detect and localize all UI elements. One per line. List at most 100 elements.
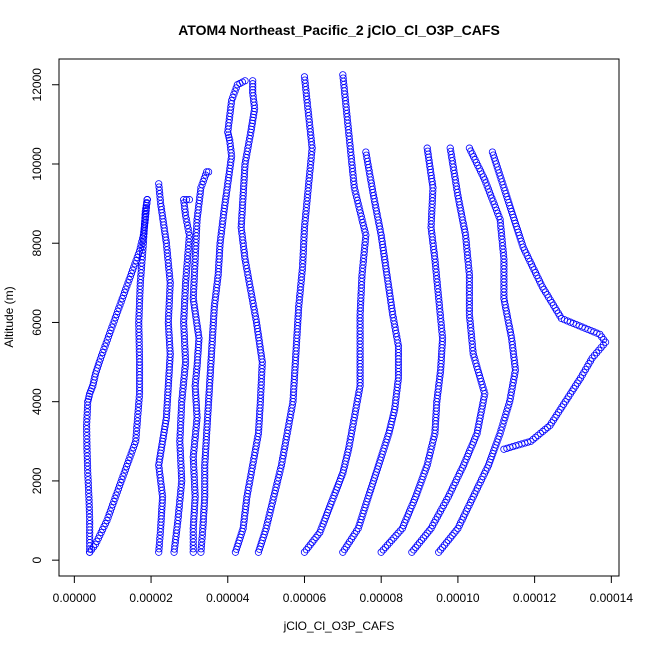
data-point	[134, 407, 142, 415]
data-point	[308, 538, 316, 546]
data-point	[232, 84, 240, 92]
data-point	[182, 272, 190, 280]
data-point	[124, 279, 132, 287]
profile-series	[155, 180, 174, 556]
y-tick-label: 4000	[30, 388, 44, 415]
data-point	[446, 144, 454, 152]
data-point	[200, 174, 208, 182]
profile-series	[86, 196, 151, 556]
data-point	[111, 494, 119, 502]
y-axis: 0 2000 4000 6000 8000 10000 12000	[30, 68, 60, 563]
data-point	[85, 493, 93, 501]
data-point	[489, 197, 497, 205]
data-point	[504, 404, 512, 412]
data-point	[84, 395, 93, 403]
data-point	[121, 466, 129, 474]
data-point	[383, 541, 392, 549]
data-point	[300, 73, 309, 81]
data-point	[300, 548, 309, 556]
data-point	[125, 456, 133, 464]
y-tick-label: 0	[30, 556, 44, 563]
data-point	[132, 430, 140, 439]
data-point	[482, 179, 490, 187]
data-point	[339, 74, 347, 82]
data-point	[424, 147, 432, 155]
profile-series	[488, 148, 610, 453]
profile-series	[197, 77, 249, 556]
data-point	[487, 191, 495, 199]
data-point	[249, 89, 257, 97]
data-point	[106, 507, 115, 515]
data-point	[117, 478, 125, 487]
data-point	[225, 133, 233, 142]
data-point	[132, 434, 140, 442]
data-point	[249, 80, 257, 88]
data-point	[595, 346, 603, 354]
data-point	[155, 183, 163, 191]
data-point	[485, 188, 494, 196]
data-point	[421, 531, 429, 540]
data-point	[489, 151, 497, 159]
data-point	[438, 543, 447, 552]
data-point	[83, 408, 91, 416]
data-point	[129, 444, 138, 452]
data-point	[483, 182, 491, 190]
data-point	[496, 215, 504, 224]
data-point	[155, 545, 163, 553]
data-point	[381, 543, 390, 552]
data-point	[184, 245, 192, 253]
data-point	[134, 410, 142, 418]
data-point	[135, 400, 143, 408]
data-point	[85, 496, 93, 504]
data-point	[226, 136, 234, 144]
data-point	[388, 536, 396, 544]
data-point	[84, 472, 92, 480]
data-point	[496, 429, 504, 437]
data-point	[394, 529, 402, 537]
data-point	[531, 433, 540, 441]
data-point	[129, 266, 137, 274]
data-point	[425, 527, 433, 535]
data-point	[124, 459, 132, 468]
data-point	[502, 410, 510, 418]
data-point	[241, 77, 249, 85]
data-point	[123, 282, 131, 290]
data-point	[109, 320, 117, 328]
data-point	[84, 469, 92, 477]
data-point	[543, 423, 552, 432]
data-point	[306, 541, 314, 549]
data-point	[114, 307, 122, 315]
data-point	[492, 206, 501, 214]
data-point	[130, 263, 138, 271]
data-point	[249, 83, 257, 91]
profile-series	[408, 144, 489, 556]
data-point	[539, 427, 547, 435]
data-point	[116, 482, 124, 490]
data-point	[83, 415, 91, 423]
data-point	[197, 541, 206, 550]
data-point	[94, 361, 102, 369]
data-point	[386, 539, 394, 547]
y-tick-label: 12000	[30, 68, 44, 102]
profile-series	[339, 148, 403, 556]
data-point	[302, 546, 310, 554]
data-point	[156, 535, 164, 543]
data-point	[224, 131, 233, 139]
data-point	[339, 71, 347, 79]
data-point	[490, 200, 498, 208]
data-point	[112, 491, 120, 499]
x-tick-label: 0.00010	[436, 591, 480, 605]
data-point	[107, 504, 116, 512]
data-point	[184, 225, 192, 233]
data-point	[249, 86, 257, 94]
data-point	[103, 336, 111, 344]
data-point	[101, 342, 109, 350]
data-point	[362, 148, 370, 156]
data-point	[156, 531, 164, 539]
data-point	[134, 413, 142, 422]
data-point	[104, 333, 113, 341]
data-point	[183, 265, 191, 273]
data-point	[183, 258, 191, 267]
y-tick-label: 6000	[30, 309, 44, 336]
